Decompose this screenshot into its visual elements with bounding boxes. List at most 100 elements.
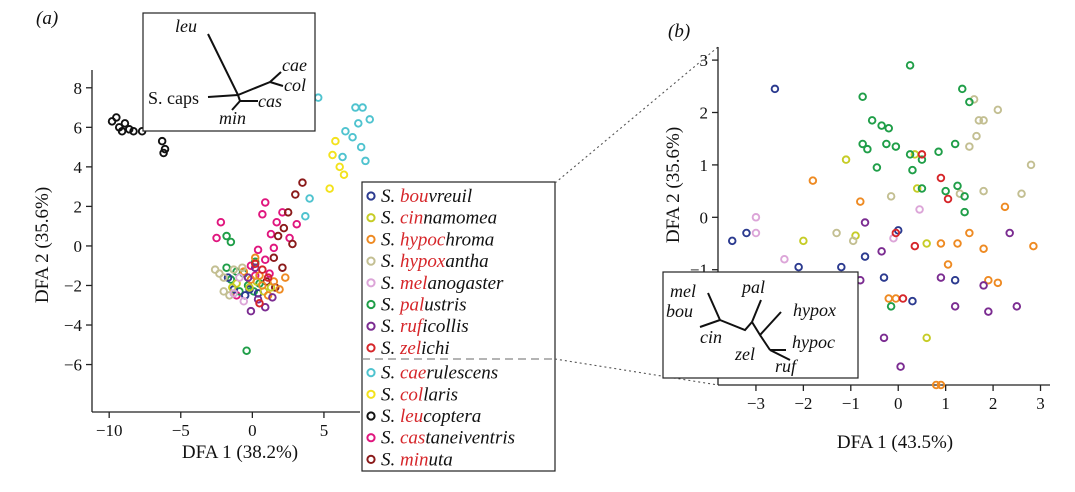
a-point-series3-10 <box>253 245 263 255</box>
a-point-series7-2 <box>245 283 254 292</box>
legend-item-8: S. caerulescens <box>366 363 498 384</box>
legend-label-0: S. bouvreuil <box>381 186 472 207</box>
legend-marker-5 <box>366 299 376 310</box>
a-point-series3-7 <box>292 219 301 229</box>
b-point-series2-2 <box>936 239 946 248</box>
b-point-series5-3 <box>877 121 886 130</box>
a-point-series0-3 <box>117 127 127 136</box>
b-point-series7-5 <box>898 294 908 303</box>
legend-label-10: S. leucoptera <box>381 406 481 427</box>
panel-b-x-ticks: −3 −2 −1 0 1 2 3 <box>747 385 1045 413</box>
b-point-series2-1 <box>856 197 865 206</box>
legend-label-12: S. minuta <box>381 449 453 470</box>
b-point-series3-2 <box>993 105 1003 115</box>
panel-b-tree-inset: mel pal bou hypox cin hypoc zel ruf <box>662 271 859 379</box>
a-point-series10-2 <box>235 273 244 282</box>
panel-a-points <box>107 93 375 355</box>
b-point-series5-18 <box>960 192 969 201</box>
b-point-series0-1 <box>727 236 737 246</box>
a-point-series12-3 <box>255 299 264 308</box>
a-y-tick-label-5: −2 <box>64 276 82 295</box>
a-point-series4-7 <box>278 263 287 272</box>
a-point-series0-4 <box>120 119 130 128</box>
a-point-series0-1 <box>112 113 121 122</box>
legend-marker-9 <box>366 389 376 399</box>
b-point-series3-3 <box>1026 160 1036 170</box>
legend-item-12: S. minuta <box>366 449 453 470</box>
legend-item-7: S. zelichi <box>366 338 450 359</box>
legend-label-7: S. zelichi <box>381 338 450 359</box>
a-point-series3-9 <box>269 243 279 253</box>
a-point-series1-7 <box>356 142 366 152</box>
b-point-series2-3 <box>943 260 953 269</box>
b-point-series5-20 <box>950 139 960 149</box>
tree-b-label-zel: zel <box>734 344 755 364</box>
a-point-series11-3 <box>260 302 270 312</box>
panel-a-label: (a) <box>36 8 58 29</box>
b-point-series5-6 <box>965 97 974 107</box>
a-point-series5-2 <box>222 263 231 272</box>
a-point-series4-5 <box>288 239 297 249</box>
b-point-series7-1 <box>936 173 946 183</box>
b-point-series6-7 <box>950 302 960 311</box>
legend-item-11: S. castaneiventris <box>366 428 515 449</box>
a-point-series0-6 <box>129 127 138 136</box>
a-y-tick-label-2: 4 <box>74 158 83 177</box>
panel-b-tree-box <box>662 271 859 379</box>
tree-b-label-cin: cin <box>700 327 722 347</box>
panel-a: (a) −10 −5 0 5 8 6 4 2 0 −2 −4 −6 DFA 1 (38.2%) DF… <box>32 8 375 463</box>
b-point-series6-4 <box>879 333 889 343</box>
b-point-series0-2 <box>742 228 751 238</box>
legend-label-4: S. melanogaster <box>381 273 504 294</box>
b-point-series5-16 <box>941 186 950 196</box>
tree-a-label-caps: S. caps <box>148 88 199 108</box>
a-point-series3-1 <box>212 233 221 243</box>
b-point-series5-4 <box>884 123 893 133</box>
a-point-series8-0 <box>239 267 249 276</box>
b-point-series5-11 <box>872 163 882 172</box>
a-point-series4-0 <box>298 178 307 187</box>
a-point-series11-0 <box>243 273 253 282</box>
b-point-series2-10 <box>979 244 988 254</box>
b-point-series5-8 <box>882 139 891 149</box>
legend-label-6: S. ruficollis <box>381 316 469 337</box>
a-y-tick-label-6: −4 <box>64 316 83 335</box>
legend-item-3: S. hypoxantha <box>366 251 489 272</box>
a-x-tick-label-1: −5 <box>172 421 190 440</box>
b-point-series4-1 <box>751 228 761 238</box>
a-point-series3-8 <box>266 229 276 239</box>
a-point-series9-3 <box>229 265 238 274</box>
tree-a-label-leu: leu <box>175 16 197 36</box>
a-point-series4-3 <box>279 223 289 233</box>
a-y-tick-label-4: 0 <box>74 237 83 256</box>
b-point-series3-12 <box>965 142 974 151</box>
a-point-series8-7 <box>281 273 290 282</box>
a-y-tick-label-7: −6 <box>64 356 82 375</box>
b-point-series6-5 <box>896 362 905 371</box>
a-point-series2-4 <box>325 184 334 193</box>
a-point-series12-2 <box>263 273 273 282</box>
panel-b-points <box>727 61 1038 390</box>
b-point-series2-4 <box>953 239 962 248</box>
a-point-series1-0 <box>313 93 323 102</box>
legend-item-2: S. hypochroma <box>366 229 494 250</box>
a-point-series2-1 <box>328 150 337 160</box>
b-point-series6-1 <box>877 247 886 256</box>
a-point-series0-5 <box>124 125 134 134</box>
b-point-series5-2 <box>867 116 877 125</box>
a-point-series3-0 <box>216 217 226 227</box>
b-point-series0-5 <box>860 252 870 261</box>
b-point-series1-5 <box>912 184 922 193</box>
b-point-series5-10 <box>905 150 915 159</box>
b-y-tick-label-2: 1 <box>700 156 709 175</box>
a-point-series4-2 <box>283 208 293 217</box>
a-point-series0-8 <box>157 136 167 146</box>
a-point-series9-5 <box>225 291 234 300</box>
tree-a-label-col: col <box>284 75 306 95</box>
b-point-series1-4 <box>922 239 931 248</box>
tree-b-label-hypoc: hypoc <box>792 332 835 352</box>
b-point-series2-7 <box>1000 202 1010 212</box>
a-point-series6-0 <box>223 273 233 282</box>
